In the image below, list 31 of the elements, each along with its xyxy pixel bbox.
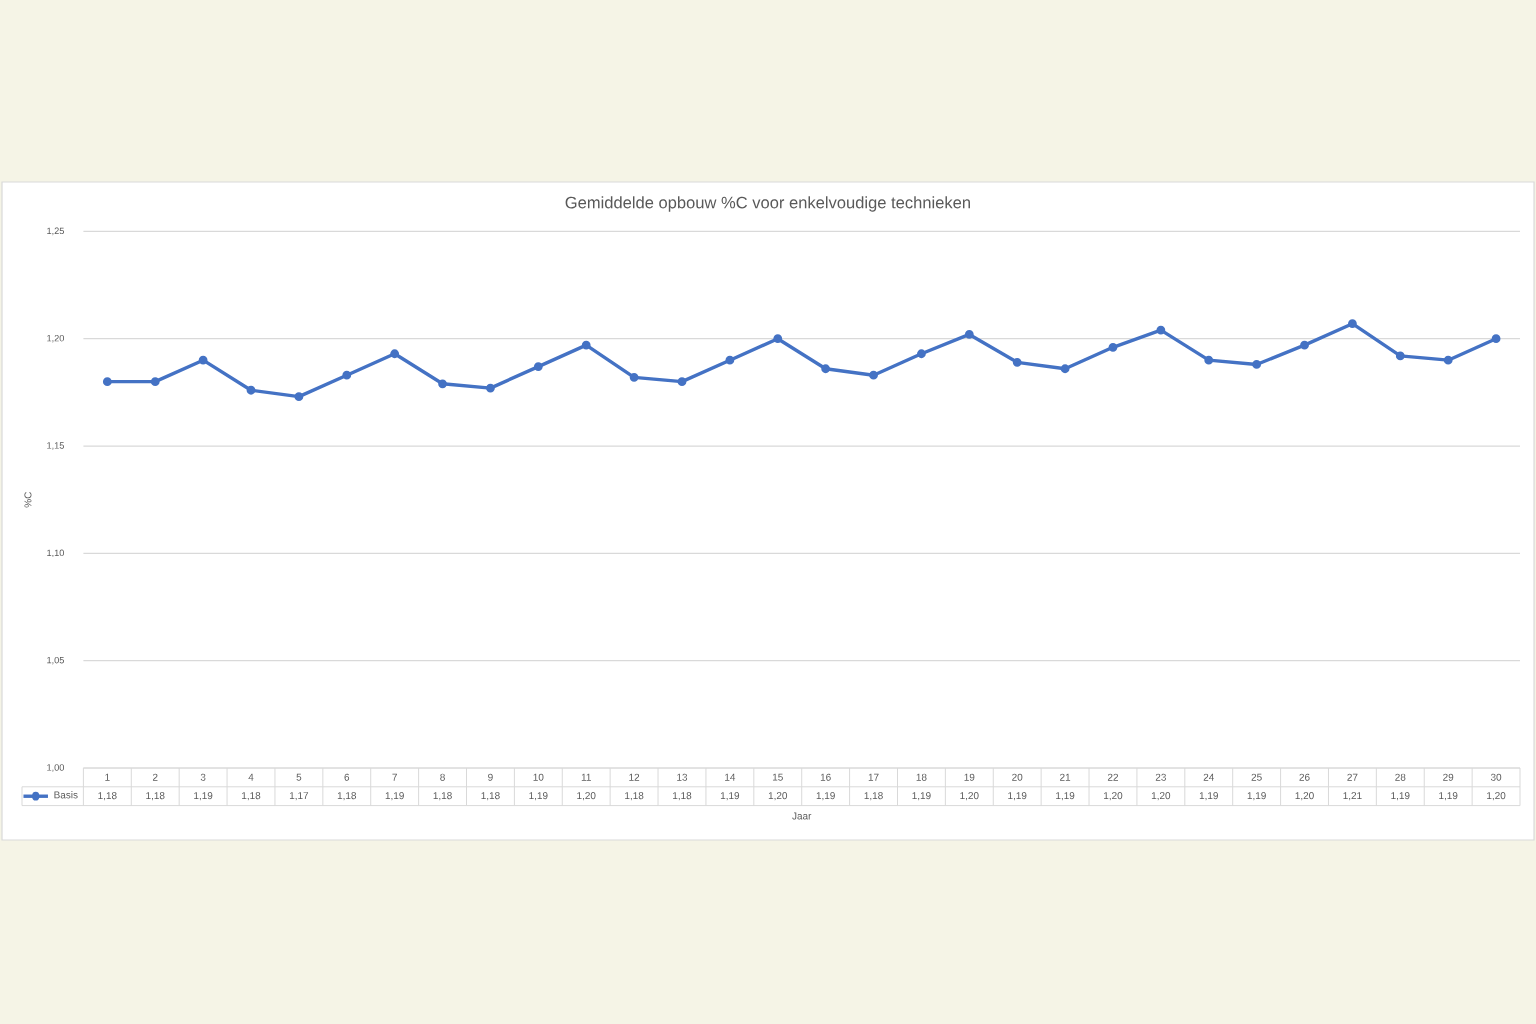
point bbox=[917, 349, 926, 359]
point bbox=[438, 379, 447, 389]
point bbox=[102, 377, 112, 387]
point bbox=[198, 355, 208, 365]
chart-title: Gemiddelde opbouw %C voor enkelvoudige technieken bbox=[565, 196, 970, 212]
point bbox=[294, 392, 304, 402]
point bbox=[869, 370, 878, 380]
point bbox=[486, 383, 495, 393]
point bbox=[1348, 319, 1357, 329]
point bbox=[1012, 357, 1022, 367]
point bbox=[1060, 364, 1070, 374]
point bbox=[677, 377, 687, 387]
point bbox=[533, 362, 543, 372]
point bbox=[342, 370, 352, 380]
point bbox=[1204, 355, 1214, 365]
point bbox=[1156, 325, 1166, 335]
point bbox=[629, 372, 639, 382]
point bbox=[1108, 342, 1118, 352]
point bbox=[246, 385, 256, 395]
point bbox=[1300, 340, 1309, 350]
point bbox=[1491, 334, 1501, 344]
point bbox=[964, 330, 974, 339]
point bbox=[725, 355, 735, 365]
point bbox=[390, 349, 400, 359]
point bbox=[773, 334, 783, 344]
point bbox=[150, 377, 160, 387]
point bbox=[821, 364, 831, 374]
point bbox=[581, 340, 591, 350]
point bbox=[1395, 351, 1405, 361]
point bbox=[1443, 355, 1453, 365]
point bbox=[1252, 360, 1262, 369]
